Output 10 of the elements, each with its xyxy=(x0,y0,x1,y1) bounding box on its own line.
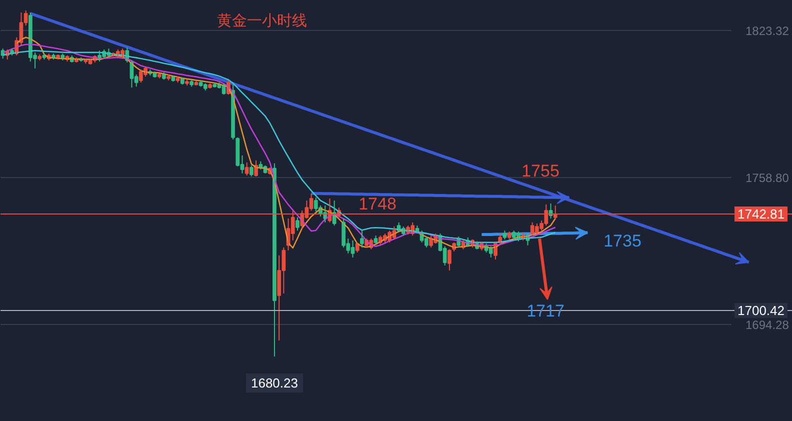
text: 黄金一小时线 xyxy=(216,12,307,30)
annotation: 1680.23 xyxy=(250,376,298,391)
annotation: 1748 xyxy=(358,194,396,214)
y-tick-label: 1823.32 xyxy=(746,24,790,38)
y-tick-label: 1758.80 xyxy=(746,171,790,186)
ref-line-label: 1742.81 xyxy=(738,206,785,222)
annotation: 1755 xyxy=(522,162,560,180)
annotation: 1735 xyxy=(604,232,642,250)
ref-line-label: 1700.42 xyxy=(738,303,785,318)
y-tick-label: 1694.28 xyxy=(746,318,790,332)
